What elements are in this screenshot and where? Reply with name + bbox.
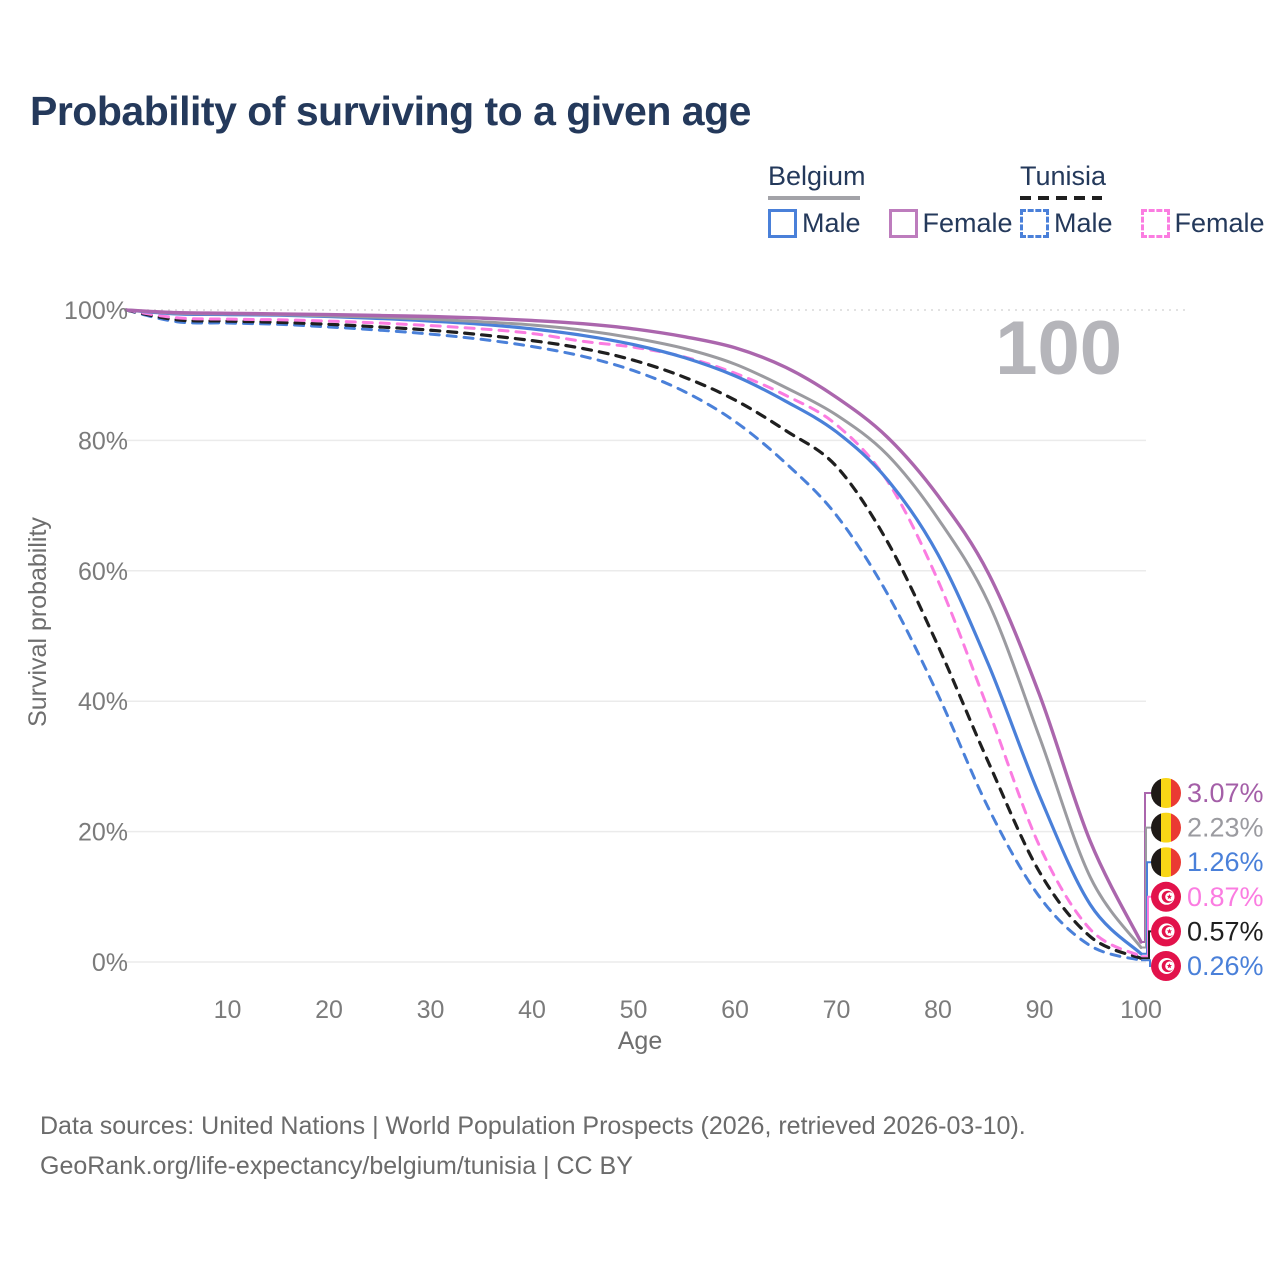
belgium-flag-icon: [1151, 812, 1181, 843]
end-value-belgium-male: 1.26%: [1187, 847, 1264, 877]
x-tick-label: 70: [823, 996, 851, 1024]
x-axis-title: Age: [618, 1027, 662, 1055]
legend-item-tunisia-male[interactable]: Male: [1020, 208, 1113, 239]
x-tick-label: 50: [620, 996, 648, 1024]
curve-tunisia-male[interactable]: [124, 308, 1143, 962]
tunisia-male-swatch-icon: [1020, 209, 1049, 238]
chart-title: Probability of surviving to a given age: [30, 88, 751, 134]
belgium-male-swatch-icon: [768, 209, 797, 238]
legend-label: Male: [802, 208, 861, 238]
legend-label: Female: [1174, 208, 1265, 238]
label-connector: [1141, 895, 1151, 958]
y-axis-title: Survival probability: [24, 517, 52, 727]
belgium-female-swatch-icon: [888, 209, 918, 238]
y-tick-label: 20%: [78, 819, 128, 847]
x-tick-label: 10: [214, 996, 242, 1024]
legend-header-tunisia: Tunisia: [1020, 161, 1107, 191]
end-value-tunisia: 0.57%: [1187, 916, 1264, 946]
attribution-url: GeoRank.org/life-expectancy/belgium/tuni…: [40, 1152, 633, 1180]
legend-group-belgium: Belgium Male Female: [768, 161, 1033, 239]
chart-footer: Data sources: United Nations | World Pop…: [40, 1106, 1026, 1186]
curve-tunisia-female[interactable]: [124, 308, 1143, 958]
end-value-tunisia-female: 0.87%: [1187, 882, 1264, 912]
age-counter: 100: [995, 306, 1122, 391]
legend-item-tunisia-female[interactable]: Female: [1140, 208, 1265, 239]
x-tick-label: 80: [924, 996, 952, 1024]
x-tick-label: 90: [1026, 996, 1054, 1024]
x-tick-label: 30: [417, 996, 445, 1024]
label-connector: [1141, 930, 1151, 960]
y-tick-label: 0%: [92, 949, 128, 977]
curve-belgium-male[interactable]: [124, 308, 1143, 956]
curve-belgium[interactable]: [124, 308, 1143, 949]
data-sources-note: Data sources: United Nations | World Pop…: [40, 1112, 1026, 1140]
legend-item-belgium-female[interactable]: Female: [888, 208, 1013, 239]
label-connector: [1141, 959, 1151, 967]
belgium-solid-line-swatch: [768, 196, 860, 200]
y-tick-label: 40%: [78, 688, 128, 716]
legend-label: Male: [1054, 208, 1113, 238]
end-value-belgium: 2.23%: [1187, 813, 1264, 843]
x-tick-label: 60: [721, 996, 749, 1024]
curve-tunisia[interactable]: [124, 308, 1143, 960]
tunisia-flag-icon: [1151, 881, 1181, 912]
tunisia-female-swatch-icon: [1140, 209, 1170, 238]
y-tick-label: 60%: [78, 558, 128, 586]
curve-belgium-female[interactable]: [124, 308, 1143, 944]
legend-header-belgium: Belgium: [768, 161, 866, 191]
belgium-flag-icon: [1151, 847, 1181, 878]
tunisia-flag-icon: [1151, 916, 1181, 947]
y-tick-label: 80%: [78, 427, 128, 455]
y-tick-label: 100%: [64, 297, 128, 325]
end-value-belgium-female: 3.07%: [1187, 778, 1264, 808]
legend-group-tunisia: Tunisia Male Female: [1020, 161, 1280, 239]
x-tick-label: 40: [518, 996, 546, 1024]
end-value-tunisia-male: 0.26%: [1187, 951, 1264, 981]
x-tick-label: 20: [315, 996, 343, 1024]
tunisia-flag-icon: [1151, 951, 1181, 981]
legend-item-belgium-male[interactable]: Male: [768, 208, 861, 239]
legend-label: Female: [922, 208, 1013, 238]
x-tick-label: 100: [1120, 996, 1162, 1024]
belgium-flag-icon: [1151, 778, 1181, 808]
tunisia-dashed-line-swatch: [1020, 196, 1102, 200]
